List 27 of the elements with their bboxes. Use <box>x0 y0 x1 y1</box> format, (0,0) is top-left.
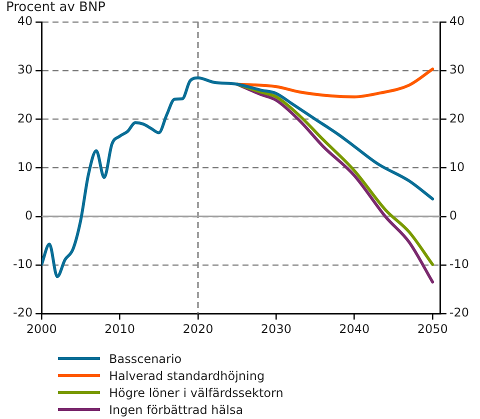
x-tick-label: 2030 <box>260 322 292 336</box>
x-tick-label: 2020 <box>182 322 214 336</box>
legend-label: Högre löner i välfärdssektorn <box>109 386 284 400</box>
y2-tick-label: -20 <box>449 306 470 320</box>
y2-tick-label: 0 <box>449 208 458 223</box>
line-series <box>236 68 434 98</box>
y-tick-label: 40 <box>17 14 33 28</box>
line-series <box>42 76 434 278</box>
x-tick-label: 2040 <box>339 322 370 336</box>
chart-title: Procent av BNP <box>6 0 106 15</box>
y-tick-label: -20 <box>12 306 33 320</box>
x-tick-label: 2010 <box>104 322 136 336</box>
y-tick-label: -10 <box>12 257 33 272</box>
y2-tick-label: 40 <box>449 14 465 28</box>
legend-label: Basscenario <box>109 352 182 366</box>
y-tick-label: 10 <box>17 160 33 174</box>
x-tick-label: 2000 <box>26 322 57 336</box>
y2-tick-label: -10 <box>449 257 470 272</box>
legend-label: Halverad standardhöjning <box>109 368 265 382</box>
y-tick-label: 30 <box>17 62 33 77</box>
y-tick-label: 0 <box>24 208 33 223</box>
x-tick-label: 2050 <box>417 322 448 336</box>
y2-tick-label: 10 <box>449 160 465 174</box>
y-tick-label: 20 <box>17 111 33 126</box>
legend-label: Ingen förbättrad hälsa <box>109 402 244 416</box>
y2-tick-label: 30 <box>449 62 465 77</box>
y2-tick-label: 20 <box>449 111 465 126</box>
